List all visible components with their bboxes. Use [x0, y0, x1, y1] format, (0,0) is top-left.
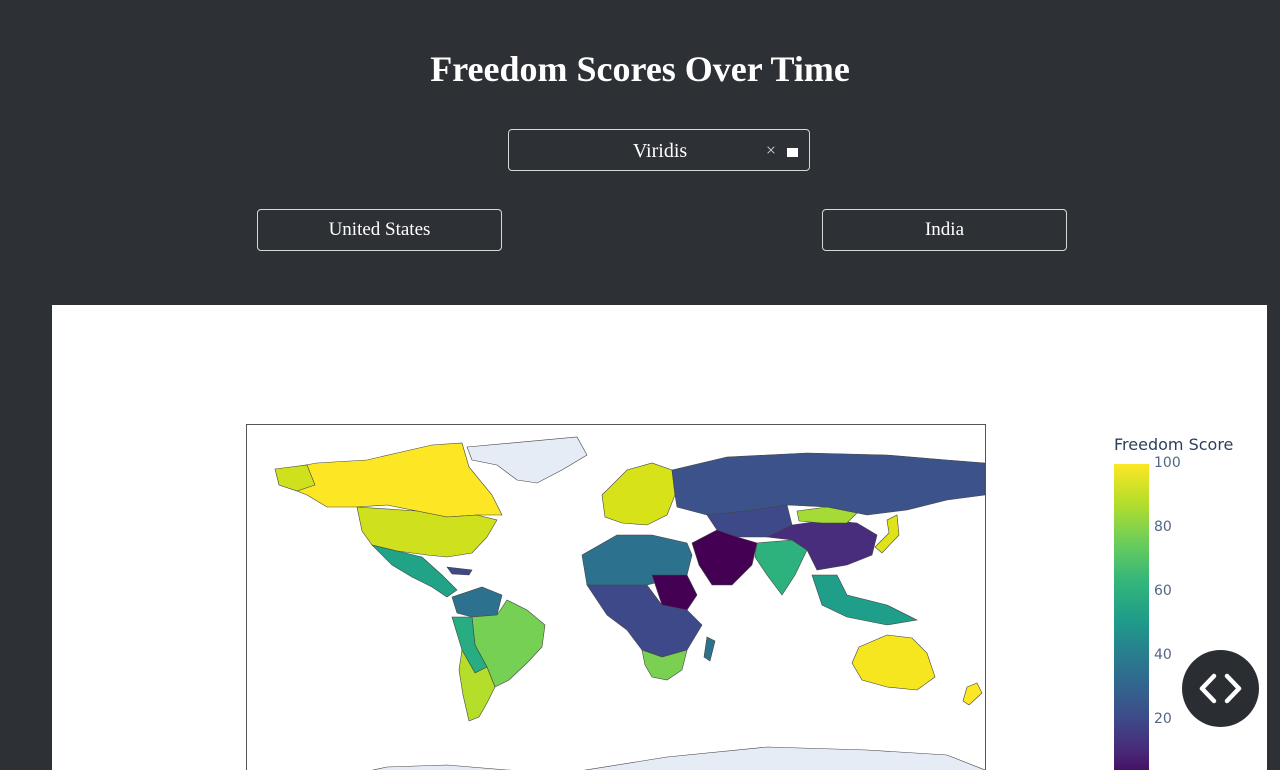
- map-region-mexico[interactable]: [371, 544, 458, 598]
- colorscale-dropdown[interactable]: Viridis ×: [508, 129, 810, 171]
- colorbar-tick-40: 40: [1154, 647, 1172, 663]
- page-title: Freedom Scores Over Time: [430, 49, 850, 89]
- map-region-alaska[interactable]: [274, 464, 316, 492]
- colorbar-gradient: [1114, 464, 1149, 770]
- map-region-new-zealand[interactable]: [962, 682, 983, 706]
- map-region-mongolia[interactable]: [796, 506, 858, 524]
- clear-selection-icon[interactable]: ×: [765, 140, 777, 160]
- map-region-japan[interactable]: [874, 514, 900, 554]
- map-region-canada[interactable]: [276, 442, 503, 518]
- map-region-sudan[interactable]: [651, 574, 698, 611]
- map-region-argentina-chile[interactable]: [458, 649, 496, 722]
- world-map-svg: [274, 436, 985, 770]
- map-region-antarctica[interactable]: [307, 746, 985, 770]
- map-region-northern-south-america[interactable]: [451, 586, 503, 618]
- colorscale-selected-value: Viridis: [632, 140, 688, 162]
- choropleth-plot[interactable]: Freedom Score 100 80 60 40 20: [52, 305, 1267, 770]
- map-region-europe[interactable]: [601, 462, 676, 526]
- code-toggle-button[interactable]: [1182, 650, 1259, 727]
- colorbar-tick-80: 80: [1154, 519, 1172, 535]
- map-region-south-africa[interactable]: [641, 649, 688, 681]
- colorbar-title: Freedom Score: [1114, 435, 1234, 454]
- colorbar-tick-100: 100: [1154, 455, 1181, 471]
- world-map[interactable]: [246, 424, 986, 770]
- dropdown-arrow-icon[interactable]: [787, 148, 798, 157]
- map-region-caribbean[interactable]: [446, 566, 473, 576]
- map-region-india[interactable]: [754, 539, 808, 596]
- code-brackets-icon: [1199, 673, 1242, 704]
- map-region-southeast-asia[interactable]: [811, 574, 918, 626]
- map-region-madagascar[interactable]: [703, 636, 716, 662]
- colorbar-tick-60: 60: [1154, 583, 1172, 599]
- map-region-australia[interactable]: [851, 634, 936, 691]
- country-button-india[interactable]: India: [822, 209, 1067, 251]
- country-button-united-states[interactable]: United States: [257, 209, 502, 251]
- colorbar-tick-20: 20: [1154, 711, 1172, 727]
- map-region-greenland[interactable]: [466, 436, 588, 484]
- map-region-saudi-arabia[interactable]: [691, 529, 758, 586]
- map-region-russia[interactable]: [671, 452, 985, 516]
